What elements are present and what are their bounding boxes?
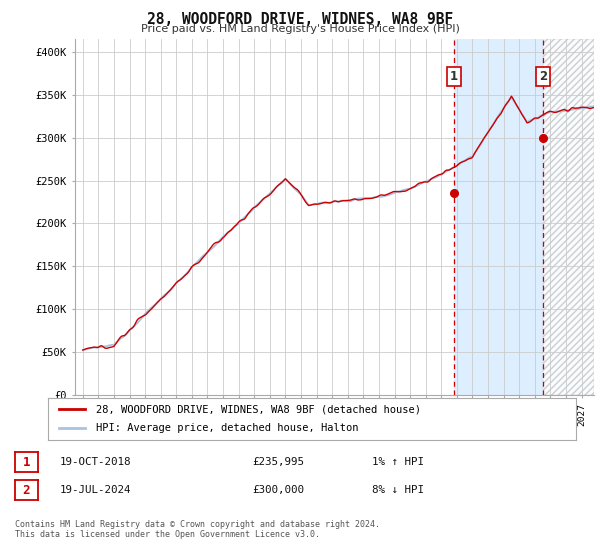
Text: 2: 2 xyxy=(23,483,30,497)
Bar xyxy=(454,39,543,395)
Bar xyxy=(543,39,594,395)
Text: 2: 2 xyxy=(539,70,547,83)
Text: 28, WOODFORD DRIVE, WIDNES, WA8 9BF (detached house): 28, WOODFORD DRIVE, WIDNES, WA8 9BF (det… xyxy=(95,404,421,414)
Bar xyxy=(543,39,594,395)
Text: 28, WOODFORD DRIVE, WIDNES, WA8 9BF: 28, WOODFORD DRIVE, WIDNES, WA8 9BF xyxy=(147,12,453,27)
Text: 19-OCT-2018: 19-OCT-2018 xyxy=(60,457,131,467)
Text: 1: 1 xyxy=(449,70,458,83)
Text: 1% ↑ HPI: 1% ↑ HPI xyxy=(372,457,424,467)
Text: 8% ↓ HPI: 8% ↓ HPI xyxy=(372,485,424,495)
Text: 1: 1 xyxy=(23,455,30,469)
Text: Contains HM Land Registry data © Crown copyright and database right 2024.
This d: Contains HM Land Registry data © Crown c… xyxy=(15,520,380,539)
Text: Price paid vs. HM Land Registry's House Price Index (HPI): Price paid vs. HM Land Registry's House … xyxy=(140,24,460,34)
Text: 19-JUL-2024: 19-JUL-2024 xyxy=(60,485,131,495)
Text: £300,000: £300,000 xyxy=(252,485,304,495)
Text: HPI: Average price, detached house, Halton: HPI: Average price, detached house, Halt… xyxy=(95,423,358,433)
Text: £235,995: £235,995 xyxy=(252,457,304,467)
